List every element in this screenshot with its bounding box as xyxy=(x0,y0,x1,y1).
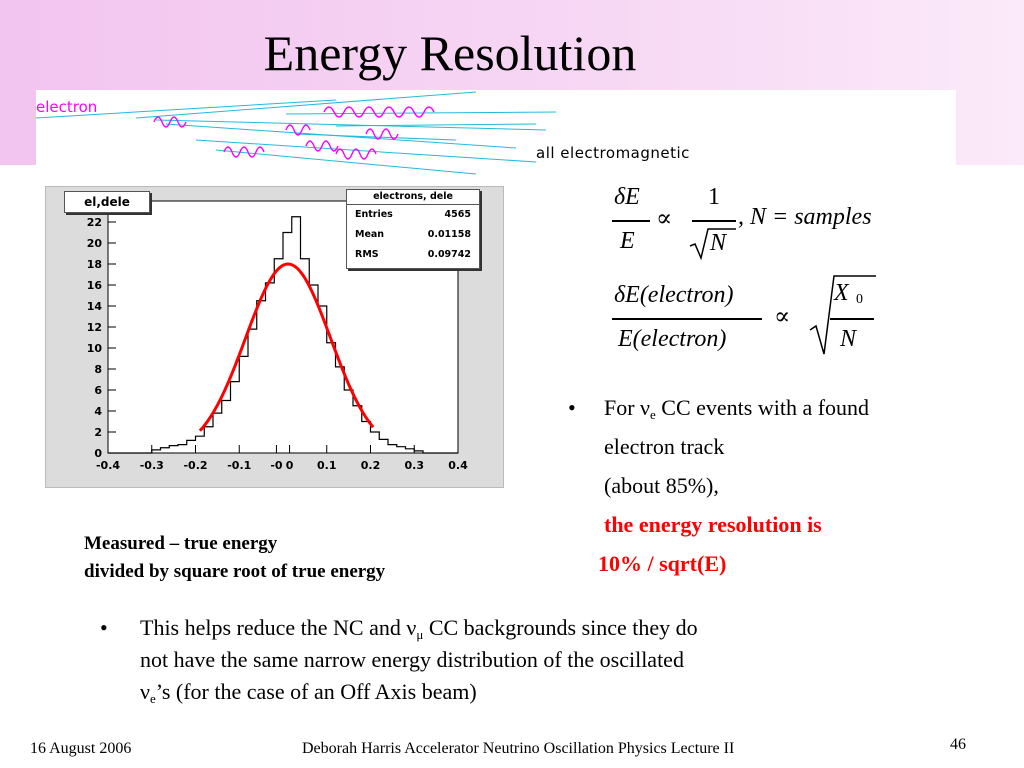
x-tick-label: -0 xyxy=(270,459,283,472)
y-tick-label: 10 xyxy=(87,342,103,355)
footer-author: Deborah Harris Accelerator Neutrino Osci… xyxy=(302,740,735,757)
formula2-numerator: δE(electron) xyxy=(614,282,734,308)
bottom-line-1: This helps reduce the NC and νμ CC backg… xyxy=(100,612,900,644)
bullet-resolution: • For νe CC events with a found electron… xyxy=(568,388,1008,583)
sqrt-icon xyxy=(809,275,876,355)
x-tick-label: 0.1 xyxy=(317,459,337,472)
shower-label-electron: electron xyxy=(36,98,98,116)
shower-tracks xyxy=(36,91,557,175)
bottom-line-2: not have the same narrow energy distribu… xyxy=(140,647,684,672)
stats-title: electrons, dele xyxy=(347,190,479,205)
stat-row-entries: Entries 4565 xyxy=(347,205,479,225)
text-nu: ν xyxy=(140,679,150,704)
x-tick-label: 0.2 xyxy=(361,459,381,472)
bullet-backgrounds: • This helps reduce the NC and νμ CC bac… xyxy=(100,612,900,708)
bullet-line-3: (about 85%), xyxy=(604,473,719,498)
formula2-proportional: ∝ xyxy=(774,304,791,330)
formula1-root-n: N xyxy=(710,230,727,256)
shower-illustration: electron all electromagnetic xyxy=(36,90,956,178)
stat-row-mean: Mean 0.01158 xyxy=(347,225,479,245)
text-cc-events: CC events with a found xyxy=(655,395,870,420)
text-reduce: This helps reduce the NC and ν xyxy=(140,615,417,640)
bullet-dot: • xyxy=(100,615,108,640)
formula2-fraction-bar-2 xyxy=(830,318,874,320)
stat-value: 0.09742 xyxy=(427,249,471,260)
histogram-panel: 0 2 4 6 8 10 12 14 16 18 20 22 -0.4 -0.3 -0.2 -0.1 -0 0 0.… xyxy=(45,186,504,488)
stat-label: RMS xyxy=(355,249,379,260)
formula1-proportional: ∝ xyxy=(656,206,673,232)
formula2-denominator: E(electron) xyxy=(618,326,727,352)
bullet-dot: • xyxy=(568,395,576,420)
stat-label: Mean xyxy=(355,229,385,240)
x-tick-label: -0.4 xyxy=(96,459,120,472)
x-tick-label: -0.2 xyxy=(183,459,207,472)
bullet-red-line-1: the energy resolution is xyxy=(604,512,822,537)
y-tick-label: 0 xyxy=(94,447,102,460)
x-tick-label: 0.3 xyxy=(405,459,425,472)
subscript-e: e xyxy=(650,407,656,422)
histogram-tag: el,dele xyxy=(64,191,150,213)
stats-box: electrons, dele Entries 4565 Mean 0.0115… xyxy=(346,189,480,269)
gaussian-fit-line xyxy=(198,262,375,432)
x-tick-label: 0 xyxy=(286,459,294,472)
histogram-bars xyxy=(108,216,458,454)
x-tick-label: 0.4 xyxy=(448,459,468,472)
sqrt-icon xyxy=(689,228,736,260)
formula-resolution: δE E ∝ 1 N , N = samples xyxy=(612,184,932,264)
y-tick-label: 8 xyxy=(94,363,102,376)
formula1-fraction-bar xyxy=(612,220,650,222)
stat-label: Entries xyxy=(355,209,393,220)
formula2-sub-zero: 0 xyxy=(856,292,863,307)
footer-date: 16 August 2006 xyxy=(30,740,132,757)
y-tick-label: 22 xyxy=(87,216,102,229)
x-tick-label: -0.3 xyxy=(140,459,164,472)
y-tick-label: 18 xyxy=(87,258,102,271)
formula1-tail: , N = samples xyxy=(738,204,872,230)
formula1-one: 1 xyxy=(708,184,720,210)
caption-line-2: divided by square root of true energy xyxy=(84,561,386,582)
y-tick-label: 20 xyxy=(87,237,103,250)
slide-title: Energy Resolution xyxy=(263,25,637,81)
subscript-e: e xyxy=(149,691,156,706)
histogram-caption: Measured – true energy divided by square… xyxy=(84,530,385,586)
formula1-numerator: δE xyxy=(614,184,640,210)
text-for-nu: For ν xyxy=(604,395,651,420)
formula1-fraction-bar-2 xyxy=(692,220,736,222)
formula2-x: X xyxy=(834,280,849,306)
x-tick-label: -0.1 xyxy=(227,459,251,472)
y-tick-label: 14 xyxy=(87,300,103,313)
bullet-line-2: electron track xyxy=(604,434,725,459)
y-tick-label: 2 xyxy=(94,426,102,439)
caption-line-1: Measured – true energy xyxy=(84,533,278,554)
formula2-fraction-bar xyxy=(612,318,762,320)
formula1-denominator: E xyxy=(620,228,635,254)
text-cc-backgrounds: CC backgrounds since they do xyxy=(423,615,698,640)
bullet-line-1: For νe CC events with a found xyxy=(568,388,1008,427)
y-tick-label: 6 xyxy=(94,384,102,397)
footer-page-number: 46 xyxy=(950,736,966,753)
y-tick-label: 4 xyxy=(94,405,102,418)
bullet-red-line-2: 10% / sqrt(E) xyxy=(598,551,727,576)
stat-row-rms: RMS 0.09742 xyxy=(347,245,479,265)
y-tick-label: 12 xyxy=(87,321,102,334)
formula2-n: N xyxy=(840,326,857,352)
stat-value: 0.01158 xyxy=(427,229,471,240)
shower-label-electromagnetic: all electromagnetic xyxy=(536,144,690,162)
stat-value: 4565 xyxy=(444,209,471,220)
subscript-mu: μ xyxy=(416,627,424,642)
formula-electron-resolution: δE(electron) E(electron) ∝ X 0 N xyxy=(612,274,892,364)
text-off-axis: ’s (for the case of an Off Axis beam) xyxy=(155,679,477,704)
bottom-line-3: νe’s (for the case of an Off Axis beam) xyxy=(100,676,900,708)
y-tick-label: 16 xyxy=(87,279,103,292)
